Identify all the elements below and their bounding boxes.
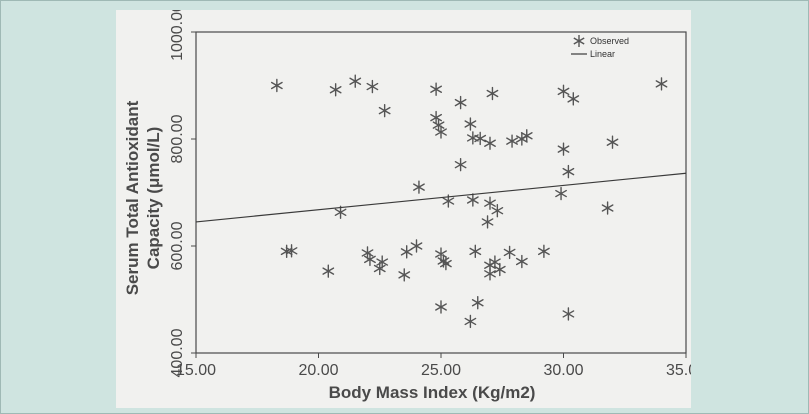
- x-axis-ticks: 15.00 20.00 25.00 30.00 35.00: [176, 353, 691, 379]
- observed-point: [466, 193, 479, 207]
- y-tick-label: 600.00: [169, 221, 186, 270]
- observed-point: [601, 201, 614, 215]
- chart-paper: 400.00 600.00 800.00 1000.00 15.00 20.00 25.0…: [116, 10, 691, 408]
- y-tick-label: 400.00: [169, 328, 186, 377]
- observed-point: [464, 117, 477, 131]
- y-axis-label-line2: Capacity (μmol/L): [144, 127, 163, 270]
- observed-point: [364, 252, 376, 267]
- observed-point: [464, 314, 477, 329]
- observed-point: [285, 244, 298, 258]
- x-tick-label: 35.00: [666, 362, 691, 379]
- legend-observed-marker: [573, 35, 585, 47]
- y-axis-label-line1: Serum Total Antioxidant: [123, 100, 142, 295]
- legend-linear-label: Linear: [590, 49, 615, 59]
- observed-point: [484, 136, 496, 150]
- observed-point: [481, 215, 494, 229]
- x-tick-label: 15.00: [176, 362, 216, 379]
- observed-point: [376, 255, 389, 269]
- observed-point: [474, 131, 487, 146]
- observed-point: [466, 131, 479, 145]
- observed-point: [329, 83, 342, 97]
- observed-point: [454, 157, 467, 172]
- observed-point: [435, 300, 447, 314]
- observed-point: [430, 82, 442, 96]
- legend: Observed Linear: [571, 35, 629, 59]
- observed-point: [655, 77, 668, 91]
- observed-point: [486, 86, 499, 101]
- observed-point: [562, 164, 575, 179]
- y-axis-ticks: 400.00 600.00 800.00 1000.00: [169, 10, 196, 377]
- observed-point: [515, 254, 528, 269]
- x-tick-label: 25.00: [421, 362, 461, 379]
- y-tick-label: 800.00: [169, 114, 186, 163]
- observed-point: [491, 203, 504, 218]
- observed-point: [398, 268, 411, 282]
- observed-point: [270, 78, 283, 93]
- observed-point: [440, 256, 452, 271]
- observed-point: [506, 134, 518, 148]
- observed-point: [349, 74, 362, 88]
- plot-area: [195, 31, 687, 354]
- observed-point: [471, 296, 484, 310]
- observed-point: [435, 125, 447, 139]
- observed-point: [373, 261, 386, 276]
- linear-fit-line: [195, 172, 687, 223]
- observed-point: [557, 84, 570, 99]
- observed-point: [557, 142, 570, 156]
- observed-point: [361, 246, 374, 260]
- observed-point: [606, 135, 619, 149]
- observed-point: [520, 129, 533, 143]
- x-tick-label: 20.00: [298, 362, 338, 379]
- observed-point: [454, 95, 467, 110]
- observed-point: [378, 103, 391, 118]
- observed-point: [567, 92, 580, 106]
- observed-point: [430, 110, 442, 125]
- y-tick-label: 1000.00: [169, 10, 186, 61]
- observed-point: [484, 196, 496, 210]
- observed-point: [484, 267, 496, 281]
- legend-observed-label: Observed: [590, 36, 629, 46]
- scatter-chart: 400.00 600.00 800.00 1000.00 15.00 20.00 25.0…: [123, 10, 691, 402]
- observed-point: [334, 205, 347, 219]
- observed-point: [366, 79, 379, 94]
- observed-point: [435, 247, 447, 261]
- observed-point: [400, 245, 413, 259]
- observed-point: [555, 186, 567, 201]
- observed-point: [413, 180, 425, 194]
- observed-point: [562, 307, 575, 321]
- x-tick-label: 30.00: [543, 362, 583, 379]
- observed-point: [469, 244, 482, 259]
- x-axis-label: Body Mass Index (Kg/m2): [329, 383, 536, 402]
- observed-point: [493, 262, 506, 277]
- observed-point: [432, 118, 445, 132]
- observed-point: [322, 264, 335, 278]
- observed-point: [410, 239, 423, 253]
- observed-point: [538, 244, 550, 259]
- observed-point: [503, 245, 516, 260]
